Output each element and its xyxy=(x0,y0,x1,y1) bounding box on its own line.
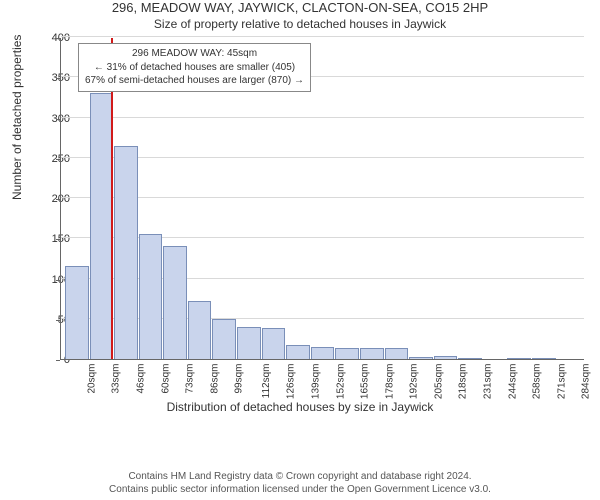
footer-line: Contains public sector information licen… xyxy=(0,483,600,496)
y-tick-mark xyxy=(56,360,60,361)
x-tick-label: 165sqm xyxy=(359,364,370,400)
chart-subtitle: Size of property relative to detached ho… xyxy=(0,17,600,31)
x-tick-label: 205sqm xyxy=(433,364,444,400)
x-tick-label: 218sqm xyxy=(458,364,469,400)
bar xyxy=(114,146,138,359)
bar xyxy=(335,348,359,359)
bar-slot: 152sqm xyxy=(311,38,335,359)
x-tick-label: 284sqm xyxy=(581,364,592,400)
x-tick-label: 86sqm xyxy=(209,364,220,394)
x-axis-label: Distribution of detached houses by size … xyxy=(0,400,600,414)
bar-slot: 178sqm xyxy=(360,38,384,359)
x-tick-label: 192sqm xyxy=(409,364,420,400)
x-tick-label: 33sqm xyxy=(111,364,122,394)
bar xyxy=(163,246,187,359)
x-tick-label: 152sqm xyxy=(335,364,346,400)
bar xyxy=(507,358,531,359)
x-tick-label: 20sqm xyxy=(86,364,97,394)
footer: Contains HM Land Registry data © Crown c… xyxy=(0,470,600,500)
bar xyxy=(90,93,114,359)
bar-slot: 218sqm xyxy=(434,38,458,359)
annotation-line: 296 MEADOW WAY: 45sqm xyxy=(85,47,304,61)
bar-slot: 231sqm xyxy=(458,38,482,359)
bar-slot: 192sqm xyxy=(385,38,409,359)
bar xyxy=(434,356,458,359)
bar xyxy=(311,347,335,359)
x-tick-label: 126sqm xyxy=(286,364,297,400)
x-tick-label: 112sqm xyxy=(261,364,272,399)
x-tick-label: 46sqm xyxy=(135,364,146,394)
bar xyxy=(385,348,409,359)
chart-container: 296, MEADOW WAY, JAYWICK, CLACTON-ON-SEA… xyxy=(0,0,600,420)
bar xyxy=(65,266,89,359)
bar xyxy=(360,348,384,359)
x-tick-label: 244sqm xyxy=(507,364,518,400)
bar xyxy=(139,234,163,359)
annotation-line: 67% of semi-detached houses are larger (… xyxy=(85,74,304,88)
annotation-box: 296 MEADOW WAY: 45sqm ← 31% of detached … xyxy=(78,43,311,92)
bar xyxy=(212,319,236,359)
bar-slot: 165sqm xyxy=(335,38,359,359)
bar xyxy=(262,328,286,359)
x-tick-label: 60sqm xyxy=(160,364,171,394)
x-tick-label: 139sqm xyxy=(310,364,321,400)
x-tick-label: 99sqm xyxy=(234,364,245,394)
bar xyxy=(286,345,310,359)
bar xyxy=(532,358,556,359)
x-tick-label: 271sqm xyxy=(556,364,567,400)
bar xyxy=(237,327,261,359)
y-axis-label: Number of detached properties xyxy=(10,35,24,200)
footer-line: Contains HM Land Registry data © Crown c… xyxy=(0,470,600,483)
chart-title: 296, MEADOW WAY, JAYWICK, CLACTON-ON-SEA… xyxy=(0,0,600,15)
bar xyxy=(409,357,433,359)
grid-line xyxy=(61,36,584,37)
x-tick-label: 178sqm xyxy=(384,364,395,400)
bar-slot: 244sqm xyxy=(483,38,507,359)
annotation-line: ← 31% of detached houses are smaller (40… xyxy=(85,61,304,75)
bar-slot: 205sqm xyxy=(409,38,433,359)
x-tick-label: 231sqm xyxy=(482,364,493,400)
bar-slot: 284sqm xyxy=(557,38,581,359)
bar xyxy=(188,301,212,359)
x-tick-label: 258sqm xyxy=(531,364,542,400)
bar xyxy=(458,358,482,359)
bar-slot: 258sqm xyxy=(507,38,531,359)
bar-slot: 271sqm xyxy=(532,38,556,359)
x-tick-label: 73sqm xyxy=(185,364,196,394)
